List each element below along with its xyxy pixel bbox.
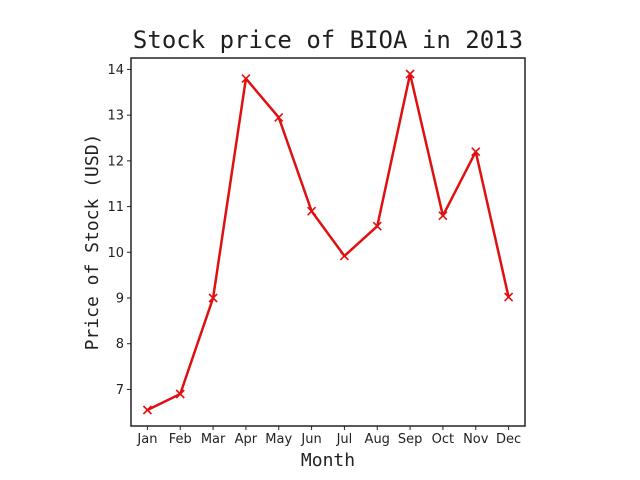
x-axis: Jan Feb Mar Apr May Jun Jul Aug Sep Oct Nov Dec <box>136 426 521 447</box>
x-tick-label: May <box>265 432 292 447</box>
y-tick-label: 11 <box>107 200 124 215</box>
data-point-marker <box>241 74 251 84</box>
plot-frame <box>130 57 526 427</box>
data-point-marker <box>175 389 185 399</box>
y-tick-label: 8 <box>116 337 124 352</box>
data-point-marker <box>405 69 415 79</box>
y-tick-label: 14 <box>107 63 124 78</box>
x-tick-label: Feb <box>169 432 192 447</box>
x-tick-label: Oct <box>432 432 454 447</box>
series-line <box>146 72 510 412</box>
x-axis-label: Month <box>301 450 355 471</box>
data-point-marker <box>504 292 514 302</box>
x-tick-label: Nov <box>463 432 489 447</box>
y-tick-label: 10 <box>107 246 124 261</box>
x-tick-label: Jun <box>300 432 321 447</box>
data-point-marker <box>438 211 448 221</box>
x-tick-label: Jul <box>336 432 353 447</box>
data-point-marker <box>274 112 284 122</box>
x-tick-label: Apr <box>235 432 258 447</box>
x-tick-label: Jan <box>136 432 157 447</box>
data-point-marker <box>208 293 218 303</box>
data-point-marker <box>307 206 317 216</box>
y-tick-label: 9 <box>116 292 124 307</box>
y-tick-label: 13 <box>107 109 124 124</box>
x-tick-label: Aug <box>365 432 390 447</box>
data-point-marker <box>372 221 382 231</box>
series-layer <box>142 69 514 415</box>
x-tick-label: Mar <box>201 432 226 447</box>
y-axis-label: Price of Stock (USD) <box>82 134 103 351</box>
data-point-marker <box>142 405 152 415</box>
data-point-marker <box>471 147 481 157</box>
x-tick-label: Dec <box>496 432 521 447</box>
y-tick-label: 7 <box>116 383 124 398</box>
y-tick-label: 12 <box>107 154 124 169</box>
x-tick-label: Sep <box>398 432 423 447</box>
chart-title: Stock price of BIOA in 2013 <box>133 26 523 54</box>
y-axis: 7 8 9 10 11 12 13 14 <box>107 63 131 398</box>
data-point-marker <box>339 251 349 261</box>
